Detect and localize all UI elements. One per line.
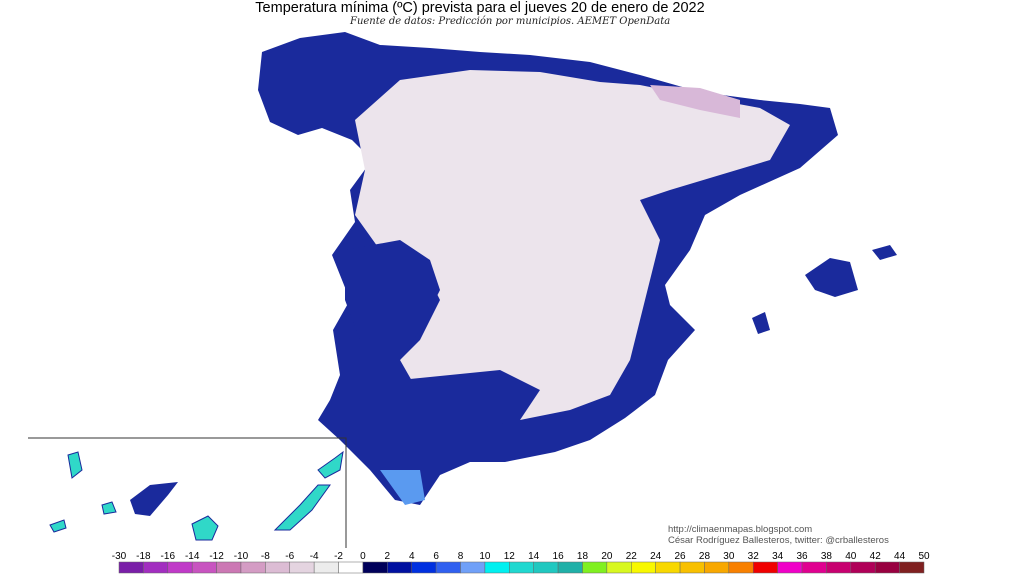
legend-swatch [874, 561, 900, 574]
legend-swatch [752, 561, 778, 574]
legend-swatch [387, 561, 412, 574]
balearic-islands [752, 245, 897, 334]
ibiza [752, 312, 770, 334]
credits: http://climaenmapas.blogspot.com César R… [668, 524, 889, 546]
legend-swatch [801, 561, 827, 574]
legend-label: 22 [626, 551, 638, 562]
legend-label: 42 [870, 551, 882, 562]
canary-islands-inset [28, 437, 347, 548]
map-subtitle: Fuente de datos: Predicción por municipi… [350, 16, 671, 27]
legend-swatch [411, 561, 437, 574]
legend-swatch [509, 561, 534, 574]
legend-label: 26 [674, 551, 686, 562]
legend-swatch [899, 561, 925, 574]
credits-author: César Rodríguez Ballesteros, twitter: @c… [668, 535, 889, 546]
legend-label: -2 [334, 551, 343, 562]
legend-swatch [338, 561, 364, 574]
color-legend: -30 -18 -16 -14 -12 -10 -8 -6 -4 -2 0 2 4 6 8 10 12 14 16 1… [112, 551, 930, 574]
legend-label: -8 [261, 551, 270, 562]
mallorca [805, 258, 858, 297]
legend-swatch [533, 561, 559, 574]
la-palma [67, 451, 83, 479]
legend-label: 10 [479, 551, 491, 562]
legend-label: 36 [796, 551, 808, 562]
legend-swatch [826, 561, 852, 574]
legend-label: 44 [894, 551, 906, 562]
gibraltar-mild [380, 470, 425, 505]
legend-label: -30 [112, 551, 127, 562]
legend-swatch [850, 561, 876, 574]
legend-label: 16 [553, 551, 565, 562]
legend-swatch [582, 561, 608, 574]
legend-swatch [167, 561, 193, 574]
legend-swatch [557, 561, 583, 574]
legend-label: 32 [748, 551, 760, 562]
legend-label: 0 [360, 551, 366, 562]
legend-label: 50 [918, 551, 930, 562]
legend-label: -18 [136, 551, 151, 562]
gran-canaria [191, 515, 219, 541]
legend-swatch [435, 561, 461, 574]
peninsula [258, 32, 838, 505]
legend-label: 8 [458, 551, 464, 562]
legend-swatch [191, 561, 217, 574]
inset-border [28, 437, 347, 548]
legend-swatch [655, 561, 681, 574]
credits-url: http://climaenmapas.blogspot.com [668, 524, 813, 535]
western-blue-area [345, 240, 440, 360]
legend-label: 20 [601, 551, 613, 562]
legend-label: 30 [723, 551, 735, 562]
legend-label: 24 [650, 551, 662, 562]
legend-swatch [216, 561, 242, 574]
tenerife [130, 482, 178, 516]
lanzarote [317, 450, 344, 479]
el-hierro [49, 519, 67, 533]
spain-interior-cold [355, 70, 790, 420]
legend-swatch [777, 561, 803, 574]
legend-swatch [606, 561, 632, 574]
menorca [872, 245, 897, 260]
legend-label: -10 [234, 551, 249, 562]
fuerteventura [273, 484, 331, 531]
la-gomera [101, 501, 117, 515]
legend-label: 28 [699, 551, 711, 562]
legend-swatch [728, 561, 754, 574]
legend-swatch [460, 561, 486, 574]
legend-label: -14 [185, 551, 200, 562]
legend-label: 12 [504, 551, 516, 562]
legend-swatch [631, 561, 656, 574]
pyrenees-cold [650, 85, 740, 118]
legend-swatch [704, 561, 730, 574]
legend-swatch [240, 561, 266, 574]
map-title: Temperatura mínima (ºC) prevista para el… [255, 0, 705, 16]
legend-label: 14 [528, 551, 540, 562]
legend-label: 4 [409, 551, 415, 562]
legend-swatch [362, 561, 388, 574]
legend-swatch [143, 561, 169, 574]
legend-label: -6 [285, 551, 294, 562]
guadalquivir-blue [400, 370, 540, 430]
legend-label: 38 [821, 551, 833, 562]
legend-label: -16 [161, 551, 176, 562]
legend-swatch [484, 561, 510, 574]
legend-swatch [313, 561, 339, 574]
legend-swatch [679, 561, 705, 574]
legend-label: 18 [577, 551, 589, 562]
legend-label: 40 [845, 551, 857, 562]
legend-label: -4 [310, 551, 319, 562]
legend-swatch [118, 561, 144, 574]
legend-label: 34 [772, 551, 784, 562]
legend-swatch [289, 561, 315, 574]
legend-swatch [265, 561, 291, 574]
legend-label: 2 [385, 551, 391, 562]
legend-label: -12 [209, 551, 224, 562]
legend-label: 6 [433, 551, 439, 562]
